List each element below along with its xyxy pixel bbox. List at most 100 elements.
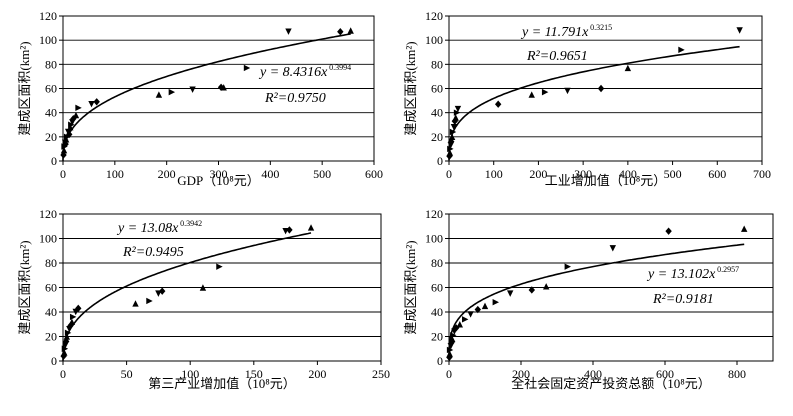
panel-4-y-tick-label: 40 bbox=[431, 305, 443, 319]
panel-4-data-point bbox=[564, 263, 571, 270]
panel-2-data-point bbox=[448, 133, 456, 141]
panel-4-data-point bbox=[462, 316, 469, 323]
panel-1-y-axis-title: 建成区面积(km²) bbox=[17, 41, 32, 135]
panel-1-r-squared: R²=0.9750 bbox=[264, 91, 326, 106]
panel-2-data-point bbox=[678, 46, 685, 54]
panel-3-data-point bbox=[199, 284, 207, 291]
panel-4-data-point bbox=[492, 299, 499, 306]
panel-2-y-tick-label: 0 bbox=[437, 154, 443, 168]
panel-4-x-tick-label: 200 bbox=[512, 367, 530, 381]
panel-1-data-point bbox=[168, 88, 176, 96]
panel-2-x-tick-label: 300 bbox=[574, 167, 592, 181]
panel-1-x-tick-label: 500 bbox=[313, 167, 331, 181]
panel-3-fit-curve bbox=[62, 232, 312, 361]
panel-4-x-tick-label: 400 bbox=[584, 367, 602, 381]
panel-1-y-tick-label: 40 bbox=[45, 106, 57, 120]
panel-3-equation-exponent: 0.3942 bbox=[180, 219, 202, 228]
panel-4-x-tick-label: 0 bbox=[446, 367, 452, 381]
panel-1-data-point bbox=[66, 130, 73, 139]
panel-4-y-axis-title: 建成区面积(km²) bbox=[403, 240, 418, 334]
panel-3-data-point bbox=[132, 300, 139, 307]
panel-1-data-point bbox=[337, 28, 344, 36]
panel-1-data-point bbox=[243, 64, 251, 72]
panel-2-data-point bbox=[597, 84, 605, 93]
panel-2-data-point bbox=[624, 64, 632, 72]
panel-2-y-tick-label: 60 bbox=[431, 82, 443, 96]
panel-2-y-tick-label: 100 bbox=[425, 33, 443, 47]
panel-2-data-point bbox=[564, 87, 571, 95]
panel-3-x-axis-title: 第三产业增加值（10⁸元） bbox=[148, 376, 296, 391]
panel-3-data-point bbox=[159, 287, 166, 295]
panel-1-data-point bbox=[70, 115, 77, 123]
panel-1-y-tick-label: 20 bbox=[45, 130, 57, 144]
panel-1-data-point bbox=[72, 111, 80, 119]
panel-2-equation: y = 11.791x bbox=[520, 25, 589, 40]
panel-4-data-point bbox=[543, 283, 550, 290]
panel-3-y-tick-label: 20 bbox=[45, 330, 57, 344]
panel-2-r-squared: R²=0.9651 bbox=[526, 49, 588, 64]
panel-1-data-point bbox=[217, 83, 225, 91]
panel-1-y-tick-label: 80 bbox=[45, 57, 57, 71]
panel-3-y-tick-label: 60 bbox=[45, 281, 57, 295]
panel-1-y-tick-label: 120 bbox=[39, 9, 57, 23]
panel-4-data-point bbox=[446, 346, 454, 354]
panel-3-y-tick-label: 0 bbox=[51, 354, 57, 368]
panel-1-y-tick-label: 100 bbox=[39, 33, 57, 47]
panel-4-y-tick-label: 100 bbox=[425, 232, 443, 246]
panel-2-y-axis-title: 建成区面积(km²) bbox=[403, 41, 418, 135]
panel-2-x-tick-label: 500 bbox=[664, 167, 682, 181]
panel-1-equation-exponent: 0.3994 bbox=[329, 63, 351, 72]
panel-3-data-point bbox=[69, 313, 77, 321]
panel-3-data-point bbox=[68, 318, 76, 325]
panel-3-y-tick-label: 120 bbox=[39, 207, 57, 221]
panel-2-data-point bbox=[528, 91, 535, 98]
panel-3-data-point bbox=[75, 304, 82, 313]
panel-4-data-point bbox=[456, 321, 463, 328]
panel-2-data-point bbox=[494, 100, 502, 108]
panel-4-data-point bbox=[446, 350, 453, 357]
panel-1-data-point bbox=[62, 136, 70, 143]
panel-2-fit-curve bbox=[448, 45, 740, 161]
panel-1-data-point bbox=[155, 91, 163, 98]
panel-2-data-point bbox=[450, 123, 458, 131]
panel-2-x-axis-title: 工业增加值（10⁸元） bbox=[545, 173, 667, 188]
panel-2-equation-exponent: 0.3215 bbox=[590, 23, 612, 32]
panel-3-x-tick-label: 100 bbox=[181, 367, 199, 381]
panel-1-data-point bbox=[347, 27, 354, 34]
panel-4-x-tick-label: 600 bbox=[656, 367, 674, 381]
panel-2-y-tick-label: 120 bbox=[425, 9, 443, 23]
panel-1-x-tick-label: 100 bbox=[106, 167, 124, 181]
panel-2-x-tick-label: 700 bbox=[753, 167, 771, 181]
panel-3-y-axis-title: 建成区面积(km²) bbox=[17, 240, 32, 334]
panel-3-x-tick-label: 150 bbox=[245, 367, 263, 381]
panel-1-data-point bbox=[220, 84, 227, 91]
panel-3-y-tick-label: 80 bbox=[45, 256, 57, 270]
panel-3-data-point bbox=[63, 333, 71, 340]
panel-3-y-tick-label: 100 bbox=[39, 232, 57, 246]
panel-4-y-tick-label: 60 bbox=[431, 281, 443, 295]
panel-4-data-point bbox=[450, 332, 457, 339]
panel-3-data-point bbox=[307, 224, 315, 231]
panel-4-equation-exponent: 0.2957 bbox=[717, 265, 739, 274]
panel-2-y-tick-label: 20 bbox=[431, 130, 443, 144]
panel-2-y-tick-label: 80 bbox=[431, 57, 443, 71]
panel-2-x-tick-label: 100 bbox=[485, 167, 503, 181]
panel-1-y-tick-label: 0 bbox=[51, 154, 57, 168]
panel-3-data-point bbox=[286, 226, 293, 234]
panel-4-data-point bbox=[481, 302, 489, 310]
panel-4-data-point bbox=[474, 305, 481, 314]
panel-4-data-point bbox=[609, 245, 616, 252]
panel-1-data-point bbox=[93, 98, 100, 106]
panel-3-x-tick-label: 250 bbox=[372, 367, 390, 381]
panel-1-equation: y = 8.4316x bbox=[258, 65, 328, 80]
panel-1-fit-curve bbox=[62, 33, 351, 161]
panel-1-data-point bbox=[60, 146, 68, 154]
panel-1-data-point bbox=[88, 101, 95, 108]
panel-2-data-point bbox=[447, 145, 454, 153]
panel-4-y-tick-label: 20 bbox=[431, 330, 443, 344]
panel-2-x-tick-label: 400 bbox=[619, 167, 637, 181]
panel-4-x-axis-title: 全社会固定资产投资总额（10⁸元） bbox=[511, 376, 711, 391]
panel-2-data-point bbox=[541, 88, 549, 96]
panel-2-data-point bbox=[446, 149, 454, 156]
